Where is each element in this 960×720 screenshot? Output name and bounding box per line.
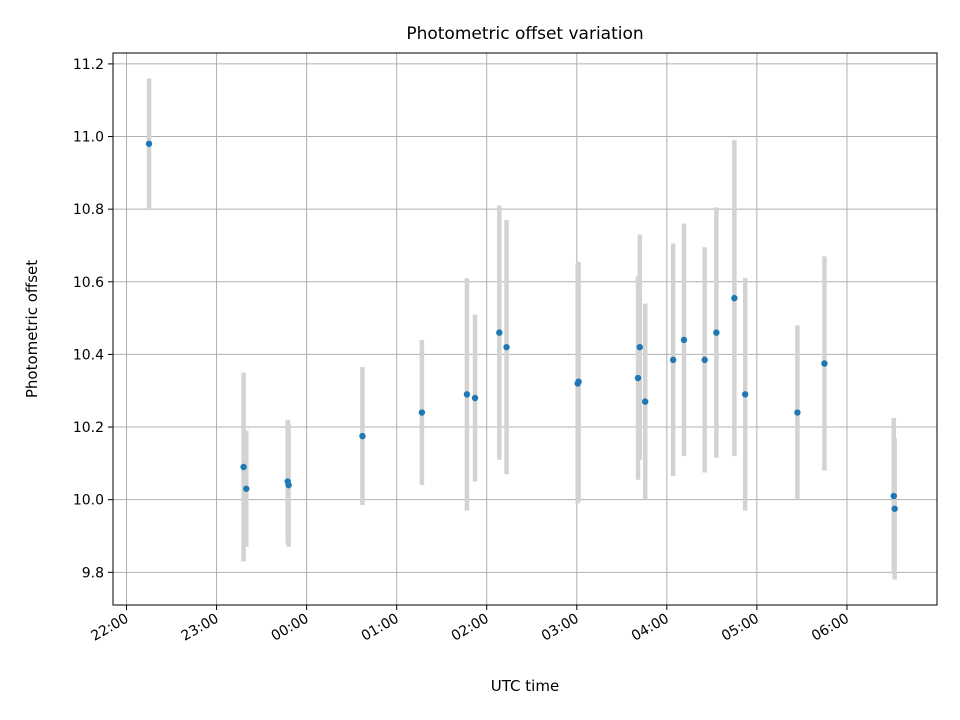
data-point <box>642 398 649 405</box>
data-point <box>463 391 471 398</box>
data-point <box>713 329 720 336</box>
data-point <box>891 505 898 512</box>
data-point <box>890 492 897 500</box>
data-point <box>741 391 749 398</box>
data-markers <box>145 140 898 512</box>
data-point <box>418 409 426 416</box>
y-tick-label: 11.0 <box>73 130 104 146</box>
y-tick-label: 10.0 <box>73 493 104 509</box>
data-point <box>636 343 644 351</box>
y-axis-label: Photometric offset <box>23 260 41 398</box>
x-axis-label: UTC time <box>491 677 559 695</box>
data-point <box>575 378 582 385</box>
y-tick-label: 10.6 <box>73 275 104 291</box>
y-tick-label: 9.8 <box>82 565 104 581</box>
data-point <box>669 356 677 364</box>
data-point <box>359 432 366 440</box>
data-point <box>496 329 503 336</box>
data-point <box>701 356 708 364</box>
data-point <box>680 336 688 344</box>
data-point <box>240 463 247 471</box>
data-point <box>471 394 479 402</box>
data-point <box>285 481 292 489</box>
y-axis-ticks: 9.8 10.0 10.2 10.4 10.6 10.8 11.0 11.2 <box>73 57 113 581</box>
y-tick-label: 11.2 <box>73 57 104 73</box>
data-point <box>821 360 828 367</box>
y-tick-label: 10.8 <box>73 202 104 218</box>
data-point <box>731 294 738 302</box>
plot-frame <box>112 52 938 606</box>
data-point <box>243 485 250 492</box>
data-point <box>794 409 801 416</box>
data-point <box>634 374 642 382</box>
y-tick-label: 10.2 <box>73 420 104 436</box>
data-point <box>145 140 153 147</box>
data-point <box>503 343 510 351</box>
grid <box>113 53 937 605</box>
y-tick-label: 10.4 <box>73 347 104 363</box>
chart-title: Photometric offset variation <box>406 24 643 44</box>
